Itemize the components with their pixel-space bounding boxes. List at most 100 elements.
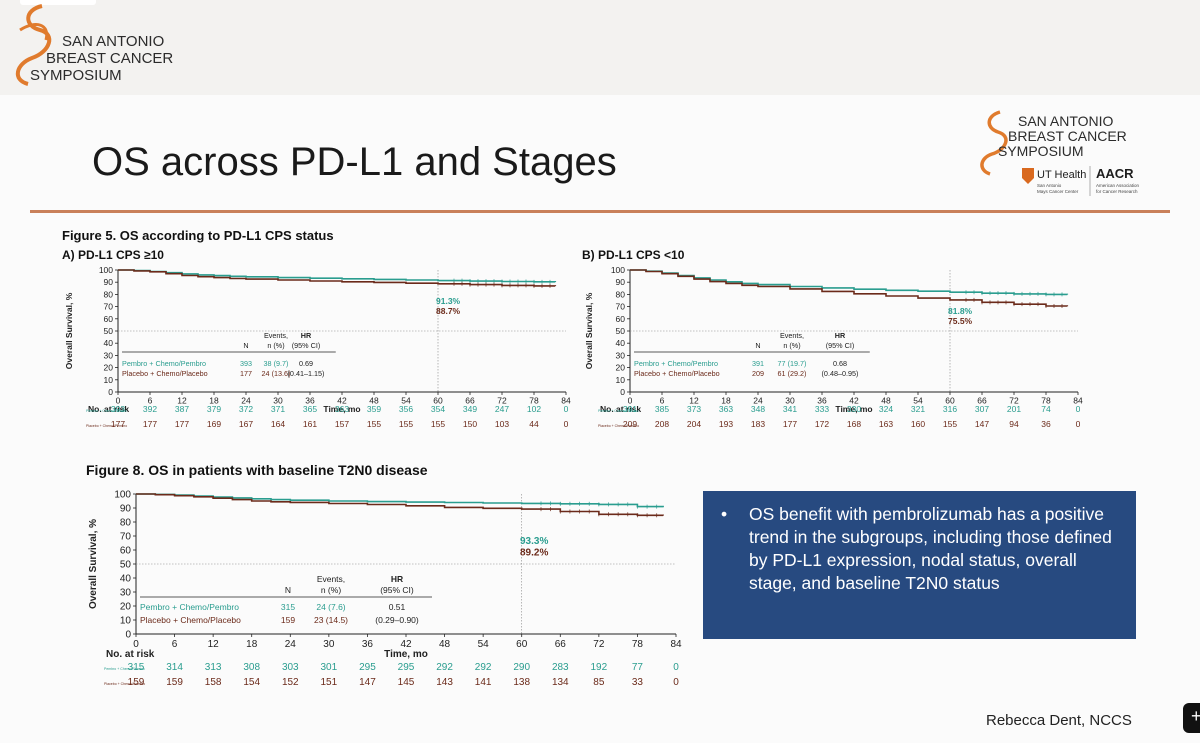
callout-text: OS benefit with pembrolizumab has a posi… [749,504,1112,593]
x-tick-label: 72 [497,396,507,406]
ut-shield-icon [1022,168,1034,184]
legend-arm-n: 393 [240,359,252,368]
legend-header-ci: (95% CI) [292,341,320,350]
at-risk-count: 363 [335,404,349,414]
at-risk-row-label: Placebo + Chemo/Pembro [104,682,145,686]
y-tick-label: 10 [616,375,626,385]
at-risk-count: 247 [495,404,509,414]
legend-arm-name: Placebo + Chemo/Placebo [122,369,208,378]
at-risk-count: 0 [564,404,569,414]
corner-widget[interactable]: + [1183,703,1200,733]
y-axis-label: Overall Survival, % [584,292,594,369]
x-tick-label: 30 [273,396,283,406]
at-risk-count: 372 [239,404,253,414]
at-risk-count: 373 [687,404,701,414]
at-risk-count: 371 [271,404,285,414]
y-tick-label: 80 [616,289,626,299]
at-risk-count: 204 [687,419,701,429]
at-risk-count: 158 [205,677,222,688]
x-tick-label: 60 [945,396,955,406]
x-tick-label: 42 [337,396,347,406]
landmark-label-pembro: 91.3% [436,296,461,306]
at-risk-count: 145 [398,677,415,688]
y-tick-label: 90 [104,277,114,287]
legend-hr-value: 0.69 [299,359,313,368]
at-risk-count: 192 [591,662,608,673]
landmark-label-placebo: 88.7% [436,306,461,316]
y-tick-label: 0 [125,630,131,641]
at-risk-count: 159 [166,677,183,688]
callout-bullet: • [721,504,728,524]
y-tick-label: 0 [108,387,113,397]
at-risk-count: 292 [436,662,453,673]
legend-arm-n: 209 [752,369,764,378]
y-tick-label: 100 [114,490,131,501]
x-tick-label: 78 [632,639,644,650]
at-risk-count: 193 [719,419,733,429]
at-risk-count: 201 [1007,404,1021,414]
at-risk-count: 0 [673,677,679,688]
at-risk-label: No. at risk [88,404,129,414]
at-risk-count: 168 [847,419,861,429]
legend-header-hr: HR [391,574,403,584]
x-tick-label: 54 [401,396,411,406]
at-risk-count: 292 [475,662,492,673]
logo-line3: SYMPOSIUM [30,67,122,84]
at-risk-count: 164 [271,419,285,429]
x-tick-label: 30 [785,396,795,406]
landmark-label-pembro: 81.8% [948,306,973,316]
at-risk-count: 348 [751,404,765,414]
y-tick-label: 40 [120,574,132,585]
x-tick-label: 0 [116,396,121,406]
y-axis-label: Overall Survival, % [64,292,74,369]
x-tick-label: 18 [721,396,731,406]
at-risk-count: 177 [175,419,189,429]
y-tick-label: 50 [120,560,132,571]
legend-hr-value: 0.68 [833,359,847,368]
y-tick-label: 20 [120,602,132,613]
x-tick-label: 6 [660,396,665,406]
x-tick-label: 18 [246,639,258,650]
at-risk-count: 177 [783,419,797,429]
at-risk-count: 349 [463,404,477,414]
x-tick-label: 60 [433,396,443,406]
at-risk-count: 102 [527,404,541,414]
y-tick-label: 40 [616,338,626,348]
legend-header-ci: (95% CI) [380,585,414,595]
legend-arm-n: 177 [240,369,252,378]
at-risk-row-label: Placebo + Chemo/Pembro [86,424,127,428]
x-tick-label: 24 [285,639,297,650]
x-tick-label: 48 [369,396,379,406]
aacr-sub2: for Cancer Research [1096,189,1138,194]
at-risk-count: 151 [321,677,338,688]
y-tick-label: 50 [104,326,114,336]
y-tick-label: 30 [104,350,114,360]
at-risk-count: 209 [623,419,637,429]
at-risk-count: 167 [239,419,253,429]
at-risk-count: 283 [552,662,569,673]
at-risk-count: 77 [632,662,644,673]
at-risk-count: 316 [943,404,957,414]
y-tick-label: 10 [120,616,132,627]
at-risk-count: 141 [475,677,492,688]
x-tick-label: 66 [977,396,987,406]
figure8-title: Figure 8. OS in patients with baseline T… [86,462,428,478]
at-risk-count: 385 [655,404,669,414]
legend-header-n: N [243,341,248,350]
x-tick-label: 24 [241,396,251,406]
at-risk-count: 363 [719,404,733,414]
y-tick-label: 60 [616,314,626,324]
legend-header-events-pct: n (%) [321,585,341,595]
at-risk-count: 36 [1041,419,1051,429]
y-tick-label: 20 [104,363,114,373]
at-risk-count: 308 [243,662,260,673]
landmark-label-pembro: 93.3% [520,536,548,547]
at-risk-count: 159 [128,677,145,688]
legend-arm-name: Placebo + Chemo/Placebo [634,369,720,378]
at-risk-count: 143 [436,677,453,688]
at-risk-count: 391 [623,404,637,414]
x-tick-label: 84 [1073,396,1083,406]
at-risk-count: 321 [911,404,925,414]
at-risk-count: 160 [911,419,925,429]
x-tick-label: 0 [133,639,139,650]
